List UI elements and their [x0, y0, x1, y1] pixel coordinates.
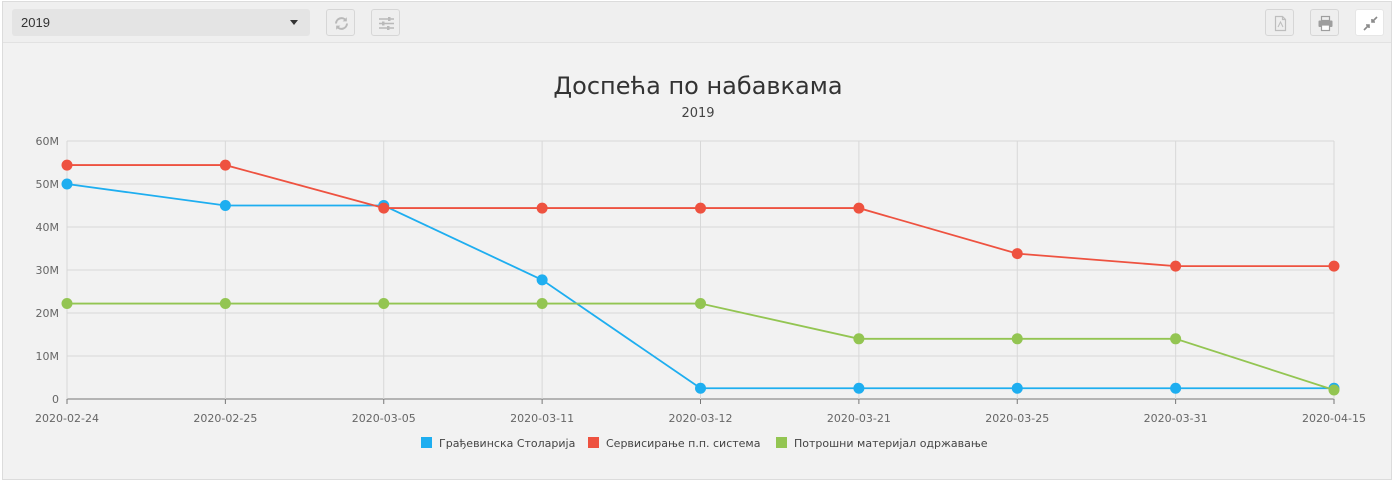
- data-point[interactable]: [853, 333, 865, 345]
- data-point[interactable]: [1328, 260, 1340, 272]
- data-point[interactable]: [1170, 260, 1182, 272]
- legend-swatch: [421, 437, 432, 448]
- settings-button[interactable]: [371, 9, 400, 36]
- data-point[interactable]: [1011, 333, 1023, 345]
- data-point[interactable]: [1011, 248, 1023, 260]
- export-pdf-button[interactable]: [1265, 9, 1294, 36]
- legend-item[interactable]: Потрошни материјал одржавање: [776, 437, 988, 450]
- data-point[interactable]: [853, 202, 865, 214]
- data-point[interactable]: [219, 298, 231, 310]
- year-select-value: 2019: [21, 15, 50, 30]
- y-tick-label: 30M: [36, 264, 60, 277]
- series-2: [61, 159, 1340, 272]
- x-tick-label: 2020-03-11: [510, 412, 574, 425]
- data-point[interactable]: [536, 298, 548, 310]
- axes: 0 10M 20M 30M 40M 50M 60M 2020-02-24 2020-02-25 2…: [35, 135, 1366, 425]
- data-point[interactable]: [695, 298, 706, 310]
- data-point[interactable]: [219, 200, 231, 211]
- legend: Грађевинска Столарија Сервисирање п.п. си…: [421, 437, 988, 450]
- legend-item[interactable]: Сервисирање п.п. система: [588, 437, 760, 450]
- print-button[interactable]: [1310, 9, 1339, 36]
- x-tick-label: 2020-02-24: [35, 412, 99, 425]
- data-point[interactable]: [1011, 382, 1023, 394]
- pdf-icon: [1274, 15, 1287, 32]
- x-tick-label: 2020-03-12: [669, 412, 733, 425]
- data-point[interactable]: [1170, 333, 1182, 345]
- collapse-icon: [1363, 16, 1378, 31]
- data-point[interactable]: [853, 382, 865, 394]
- data-point[interactable]: [536, 202, 548, 214]
- chart-subtitle: 2019: [681, 106, 714, 121]
- legend-swatch: [588, 437, 599, 448]
- y-tick-label: 60M: [36, 135, 60, 148]
- data-point[interactable]: [378, 298, 390, 310]
- collapse-button[interactable]: [1355, 9, 1384, 36]
- print-icon: [1318, 15, 1333, 32]
- y-tick-label: 0: [52, 393, 59, 406]
- data-point[interactable]: [1170, 382, 1182, 394]
- toolbar: 2019: [3, 2, 1391, 43]
- series-3: [61, 298, 1340, 396]
- sliders-icon: [379, 17, 394, 30]
- x-tick-label: 2020-03-05: [352, 412, 416, 425]
- data-point[interactable]: [219, 159, 231, 171]
- y-tick-label: 50M: [36, 178, 60, 191]
- x-tick-label: 2020-04-15: [1302, 412, 1366, 425]
- data-point[interactable]: [695, 202, 706, 214]
- data-point[interactable]: [1328, 384, 1340, 396]
- x-tick-label: 2020-03-21: [827, 412, 891, 425]
- data-point[interactable]: [378, 202, 390, 214]
- refresh-button[interactable]: [326, 9, 355, 36]
- data-point[interactable]: [61, 298, 73, 310]
- legend-label: Сервисирање п.п. система: [606, 437, 760, 450]
- year-select[interactable]: 2019: [12, 9, 310, 36]
- x-tick-label: 2020-03-25: [985, 412, 1049, 425]
- x-tick-label: 2020-02-25: [193, 412, 257, 425]
- data-point[interactable]: [61, 178, 73, 190]
- y-tick-label: 40M: [36, 221, 60, 234]
- y-tick-label: 20M: [36, 307, 60, 320]
- data-point[interactable]: [61, 159, 73, 171]
- grid: [66, 140, 1335, 400]
- data-point[interactable]: [695, 382, 706, 394]
- chevron-down-icon: [290, 20, 298, 25]
- y-tick-label: 10M: [36, 350, 60, 363]
- legend-item[interactable]: Грађевинска Столарија: [421, 437, 575, 450]
- data-point[interactable]: [536, 274, 548, 286]
- x-tick-label: 2020-03-31: [1144, 412, 1208, 425]
- legend-label: Потрошни материјал одржавање: [794, 437, 988, 450]
- legend-label: Грађевинска Столарија: [439, 437, 575, 450]
- refresh-icon: [335, 17, 348, 30]
- legend-swatch: [776, 437, 787, 448]
- chart-title: Доспећа по набавкама: [553, 72, 842, 100]
- series: [61, 159, 1340, 396]
